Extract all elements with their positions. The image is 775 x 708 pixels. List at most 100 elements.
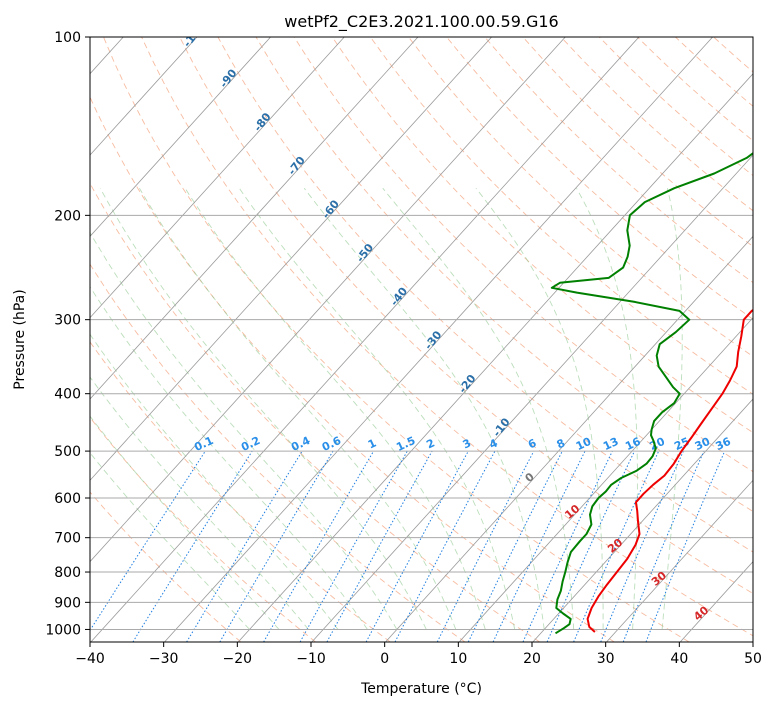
series-line-0 [586,308,753,633]
isotherm-line [90,37,419,400]
mixing-ratio-line [326,450,433,642]
mixing-ratio-label: 16 [623,435,643,453]
series-line-1 [550,151,753,635]
mixing-ratio-line [365,450,469,642]
mixing-ratio-line [299,450,408,642]
dry-adiabat-line [408,37,753,357]
dry-adiabat-line [522,37,753,248]
isotherm-line [90,37,345,319]
profile-lines [550,151,753,635]
isotherm-label: -100 [181,20,208,50]
x-tick-label: 0 [380,651,389,667]
mixing-ratio-label: 25 [672,435,691,453]
mixing-ratio-line [522,450,613,642]
y-axis-label: Pressure (hPa) [12,289,28,389]
y-tick-label: 800 [54,565,81,581]
isotherm-line [679,561,753,642]
isotherm-line [532,398,753,642]
pressure-gridlines [90,37,753,630]
mixing-ratio-line [492,450,586,642]
isotherm-label: -30 [422,328,445,352]
isotherm-line [385,235,753,642]
isotherm-line [90,37,198,156]
dry-adiabat-line [598,37,753,177]
x-tick-label: −40 [75,651,105,667]
isotherm-label: -50 [354,241,377,265]
y-tick-label: 300 [54,313,81,329]
moist-adiabat-line [238,187,516,630]
x-tick-label: 50 [744,651,762,667]
x-tick-label: 10 [449,651,467,667]
isotherm-line [606,479,753,642]
mixing-ratio-label: 2 [424,436,436,451]
mixing-ratio-label: 30 [693,435,713,453]
y-tick-label: 500 [54,444,81,460]
moist-adiabat-label: 20 [605,536,625,556]
moist-adiabat-line [139,187,457,630]
isotherm-label: -70 [285,154,308,178]
moist-adiabat-line [184,187,486,630]
mixing-ratio-line [546,450,635,642]
isotherm-line [90,37,271,237]
dry-adiabat-line [90,263,466,642]
mixing-ratio-line [436,450,535,642]
dry-adiabat-line [90,182,540,642]
mixing-ratio-line [186,450,303,642]
plot-frame [89,36,754,643]
y-tick-label: 100 [54,30,81,46]
isotherm-line [164,37,713,642]
background-reference-lines [90,37,753,642]
mixing-ratio-line [90,450,206,632]
mixing-ratio-line [467,450,563,642]
moist-adiabat-line [303,187,545,630]
y-axis: 100 200 300 400 500 600 700 800 900 1000 [45,30,90,638]
moist-adiabat-line [90,376,309,630]
mixing-ratio-line [622,450,705,642]
mixing-ratio-line [132,450,253,642]
isotherm-label: -60 [320,197,343,221]
x-tick-label: −30 [149,651,179,667]
y-tick-label: 400 [54,387,81,403]
moist-adiabat-label: 40 [691,603,711,623]
mixing-ratio-label: 1 [366,436,378,451]
isotherm-line [90,37,640,642]
isotherm-label: -20 [456,372,479,396]
moist-adiabat-line [576,187,638,630]
dry-adiabat-line [90,416,316,642]
mixing-ratio-label: 36 [714,435,734,453]
x-tick-label: 20 [523,651,541,667]
x-axis: −40 −30 −20 −10 0 10 20 30 40 50 [75,642,762,667]
dry-adiabat-line [255,37,753,512]
mixing-ratio-label: 6 [526,436,539,451]
dry-adiabat-line [103,37,690,642]
dry-adiabat-line [636,37,753,142]
isotherm-line [458,317,753,642]
mixing-ratio-line [573,450,660,642]
reference-line-labels: 0.1 0.2 0.4 0.6 1 1.5 2 3 4 6 8 10 13 16 20 25 30 36-100-… [181,20,734,623]
mixing-ratio-line [394,450,496,642]
y-tick-label: 200 [54,208,81,224]
mixing-ratio-label: 13 [601,435,620,453]
moist-adiabat-line [475,187,604,630]
dry-adiabat-line [90,96,615,642]
moist-adiabat-line [99,187,427,630]
isotherm-line [90,37,492,481]
dry-adiabat-line [293,37,753,473]
x-tick-label: 30 [597,651,615,667]
mixing-ratio-label: 20 [648,435,668,453]
moist-adiabat-line [90,452,250,630]
dry-adiabat-line [713,37,753,73]
mixing-ratio-label: 10 [574,435,594,453]
chart-title: wetPf2_C2E3.2021.100.00.59.G16 [284,12,558,32]
dry-adiabat-line [446,37,753,320]
x-tick-label: −20 [223,651,253,667]
mixing-ratio-line [600,450,684,642]
y-tick-label: 900 [54,595,81,611]
x-tick-label: −10 [296,651,326,667]
moist-adiabat-line [382,187,575,630]
dry-adiabat-line [141,37,753,637]
moist-adiabat-line [90,231,398,630]
moist-adiabat-line [90,415,280,630]
dry-adiabat-line [751,37,753,39]
